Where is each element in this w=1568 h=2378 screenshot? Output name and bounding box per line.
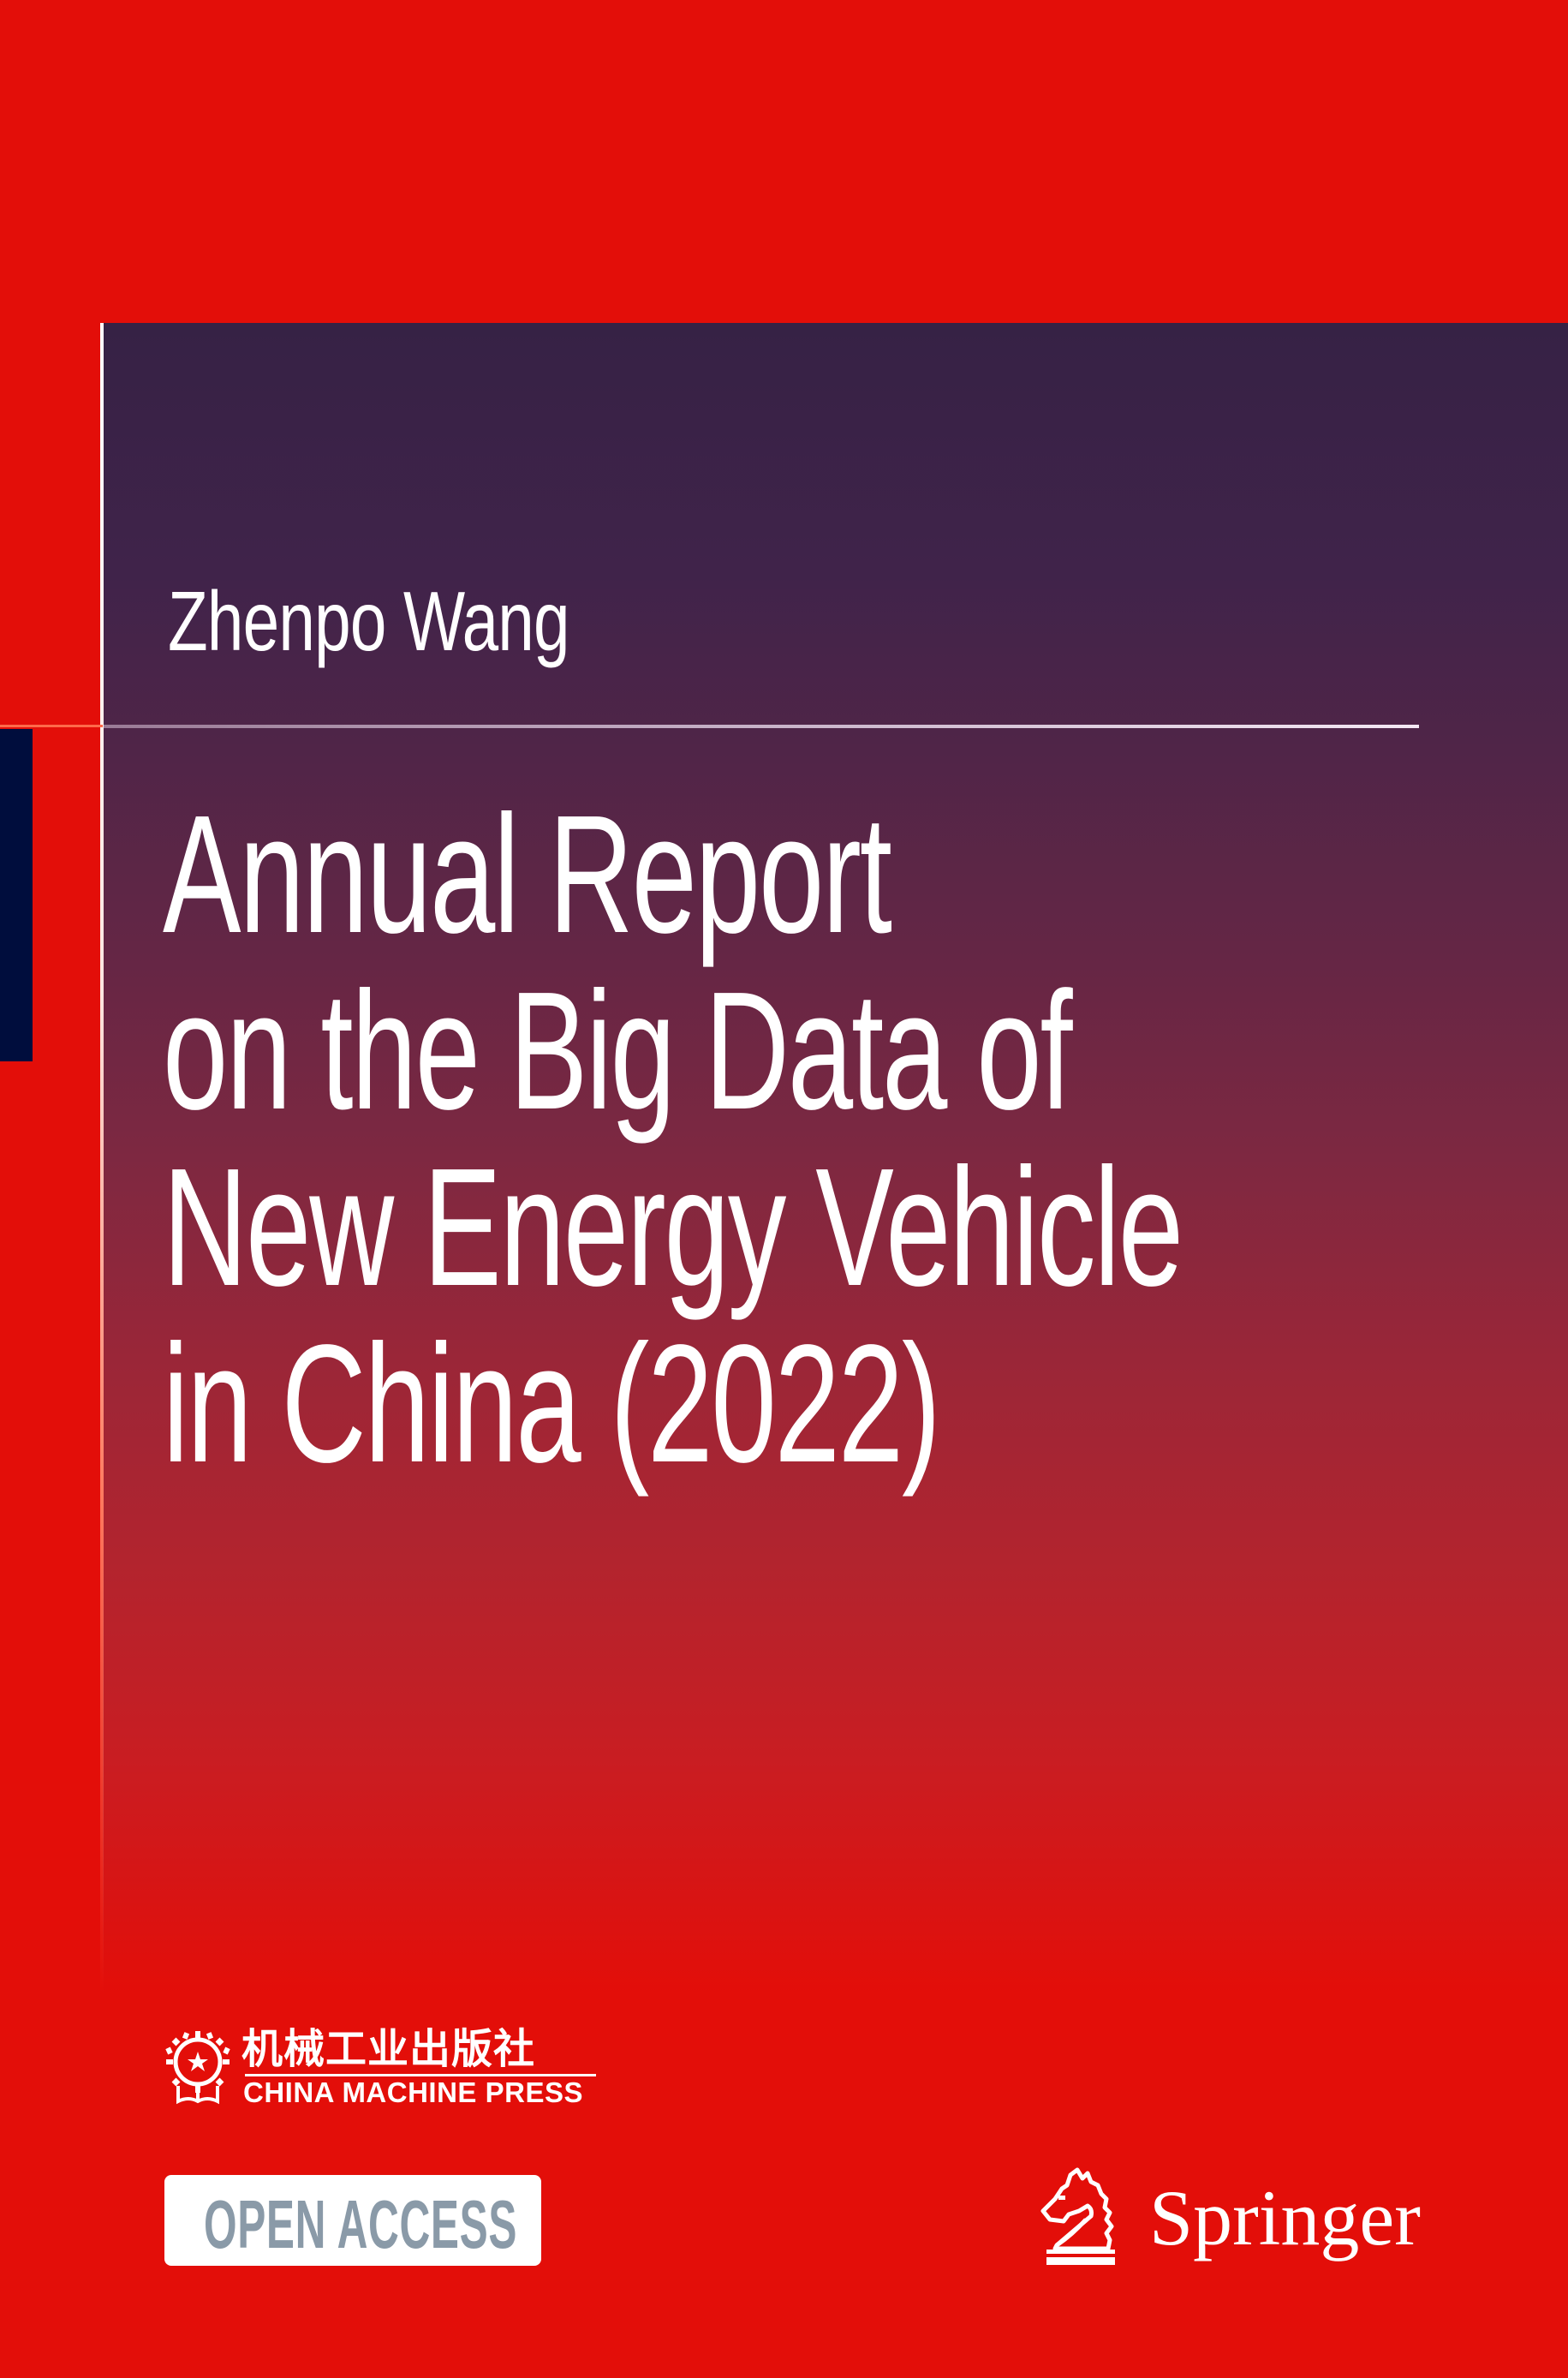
cover-gradient-panel [103, 323, 1568, 1993]
title-line: on the Big Data of [163, 957, 1073, 1144]
book-title: Annual Report on the Big Data of New Ene… [163, 786, 1242, 1492]
springer-wordmark: Springer [1149, 2174, 1421, 2261]
springer-logo: Springer [1038, 2163, 1432, 2274]
title-line: in China (2022) [163, 1310, 941, 1497]
author-name: Zhenpo Wang [168, 574, 570, 668]
publisher-rule [245, 2074, 596, 2076]
publisher-name-chinese: 机械工业出版社 [241, 2025, 536, 2073]
horizontal-rule [104, 725, 1419, 728]
title-line: Annual Report [163, 780, 892, 968]
gear-star-emblem-icon [165, 2031, 230, 2105]
horizontal-rule-left [0, 725, 103, 727]
title-line: New Energy Vehicle [163, 1133, 1183, 1321]
vertical-rule [100, 323, 104, 1993]
publisher-name-english: CHINA MACHINE PRESS [243, 2076, 583, 2108]
open-access-label: OPEN ACCESS [204, 2186, 518, 2262]
navy-accent-bar [0, 729, 33, 1061]
open-access-badge[interactable]: OPEN ACCESS [164, 2175, 541, 2266]
chess-knight-icon [1040, 2167, 1115, 2265]
china-machine-press-logo: 机械工业出版社 CHINA MACHINE PRESS [163, 2025, 608, 2108]
